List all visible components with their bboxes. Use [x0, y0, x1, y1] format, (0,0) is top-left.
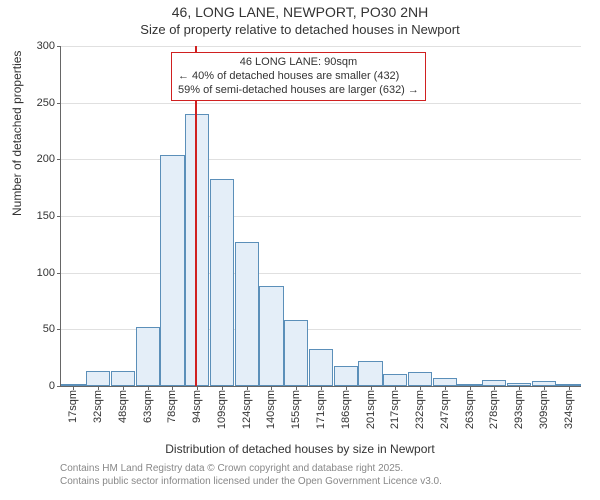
credits-line2: Contains public sector information licen…	[60, 475, 442, 488]
histogram-bar	[86, 371, 110, 386]
annotation-box: 46 LONG LANE: 90sqm ← 40% of detached ho…	[171, 52, 426, 101]
annotation-line1: 46 LONG LANE: 90sqm	[178, 56, 419, 70]
ytick-label: 100	[37, 267, 55, 279]
xtick-label: 63sqm	[142, 390, 154, 423]
xtick-label: 217sqm	[389, 390, 401, 429]
histogram-bar	[210, 179, 234, 386]
histogram-bar	[259, 286, 283, 386]
ytick-mark	[57, 386, 61, 387]
xtick-label: 324sqm	[563, 390, 575, 429]
xtick-label: 32sqm	[92, 390, 104, 423]
annotation-line2: ← 40% of detached houses are smaller (43…	[178, 70, 419, 84]
chart-title-line2: Size of property relative to detached ho…	[0, 22, 600, 37]
histogram-bar	[309, 349, 333, 386]
histogram-bar	[358, 361, 382, 386]
ytick-label: 0	[49, 380, 55, 392]
annotation-line3: 59% of semi-detached houses are larger (…	[178, 84, 419, 98]
ytick-label: 300	[37, 40, 55, 52]
xtick-label: 247sqm	[439, 390, 451, 429]
ytick-label: 200	[37, 153, 55, 165]
credits: Contains HM Land Registry data © Crown c…	[60, 462, 442, 488]
histogram-bar	[433, 378, 457, 386]
gridline	[61, 46, 581, 47]
xtick-label: 140sqm	[265, 390, 277, 429]
ytick-label: 150	[37, 210, 55, 222]
ytick-mark	[57, 46, 61, 47]
ytick-label: 50	[43, 323, 55, 335]
chart-title-line1: 46, LONG LANE, NEWPORT, PO30 2NH	[0, 4, 600, 20]
xtick-label: 94sqm	[191, 390, 203, 423]
gridline	[61, 159, 581, 160]
ytick-label: 250	[37, 97, 55, 109]
gridline	[61, 103, 581, 104]
histogram-bar	[235, 242, 259, 386]
y-axis-label: Number of detached properties	[10, 51, 24, 216]
histogram-bar	[111, 371, 135, 386]
xtick-label: 263sqm	[464, 390, 476, 429]
ytick-mark	[57, 273, 61, 274]
xtick-label: 278sqm	[488, 390, 500, 429]
x-axis-label: Distribution of detached houses by size …	[0, 442, 600, 456]
xtick-label: 155sqm	[290, 390, 302, 429]
gridline	[61, 273, 581, 274]
histogram-bar	[383, 374, 407, 386]
plot-area: 05010015020025030017sqm32sqm48sqm63sqm78…	[60, 46, 581, 387]
chart-container: 46, LONG LANE, NEWPORT, PO30 2NH Size of…	[0, 0, 600, 500]
histogram-bar	[136, 327, 160, 386]
xtick-label: 17sqm	[67, 390, 79, 423]
histogram-bar	[160, 155, 184, 386]
ytick-mark	[57, 216, 61, 217]
xtick-label: 124sqm	[241, 390, 253, 429]
xtick-label: 48sqm	[117, 390, 129, 423]
credits-line1: Contains HM Land Registry data © Crown c…	[60, 462, 442, 475]
xtick-label: 171sqm	[315, 390, 327, 429]
xtick-label: 186sqm	[340, 390, 352, 429]
ytick-mark	[57, 329, 61, 330]
xtick-label: 78sqm	[166, 390, 178, 423]
histogram-bar	[284, 320, 308, 386]
gridline	[61, 216, 581, 217]
xtick-label: 232sqm	[414, 390, 426, 429]
histogram-bar	[334, 366, 358, 386]
ytick-mark	[57, 159, 61, 160]
xtick-label: 293sqm	[513, 390, 525, 429]
ytick-mark	[57, 103, 61, 104]
xtick-label: 309sqm	[538, 390, 550, 429]
xtick-label: 109sqm	[216, 390, 228, 429]
histogram-bar	[408, 372, 432, 386]
xtick-label: 201sqm	[365, 390, 377, 429]
